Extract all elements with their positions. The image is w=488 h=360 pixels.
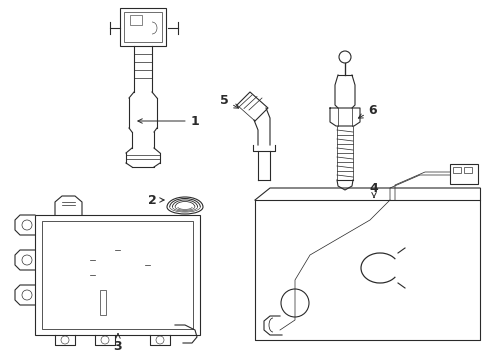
Bar — [449, 164, 477, 184]
Text: 3: 3 — [113, 334, 122, 352]
Bar — [130, 15, 142, 25]
Bar — [124, 12, 162, 42]
Text: 4: 4 — [369, 181, 378, 197]
Text: 6: 6 — [358, 104, 377, 118]
Bar — [100, 290, 106, 315]
Bar — [42, 221, 193, 329]
Text: 2: 2 — [147, 194, 164, 207]
Bar — [120, 8, 165, 46]
Text: 5: 5 — [219, 94, 238, 108]
Bar — [452, 167, 460, 173]
Bar — [463, 167, 471, 173]
Text: 1: 1 — [138, 114, 199, 127]
Bar — [35, 215, 200, 335]
